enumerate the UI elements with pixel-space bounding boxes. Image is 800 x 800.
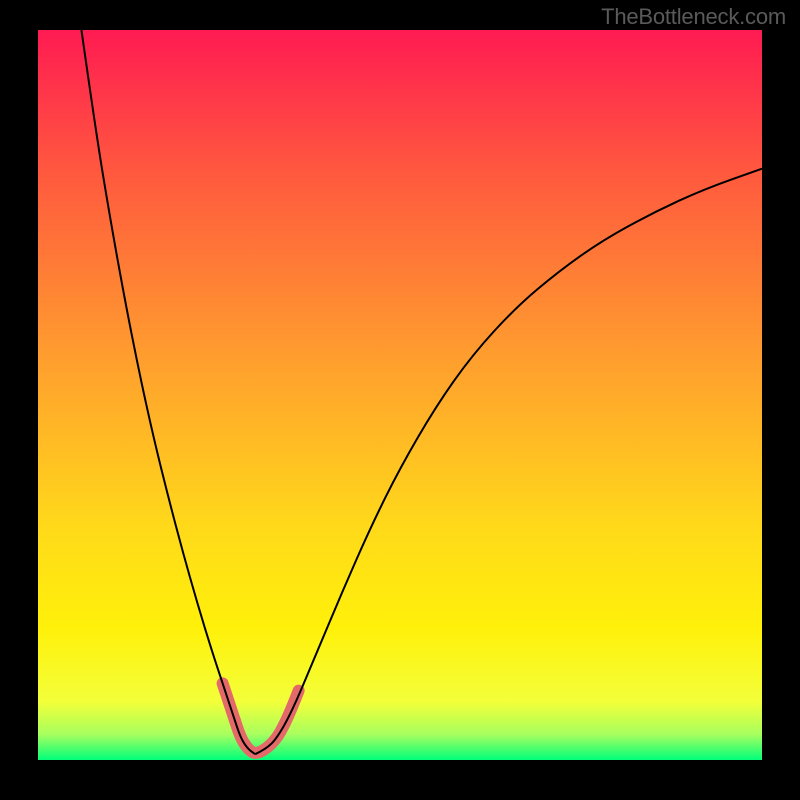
- left-branch-path: [81, 30, 255, 754]
- bottleneck-curve-svg: [0, 0, 800, 800]
- watermark-text: TheBottleneck.com: [601, 4, 786, 30]
- right-branch-path: [255, 169, 762, 754]
